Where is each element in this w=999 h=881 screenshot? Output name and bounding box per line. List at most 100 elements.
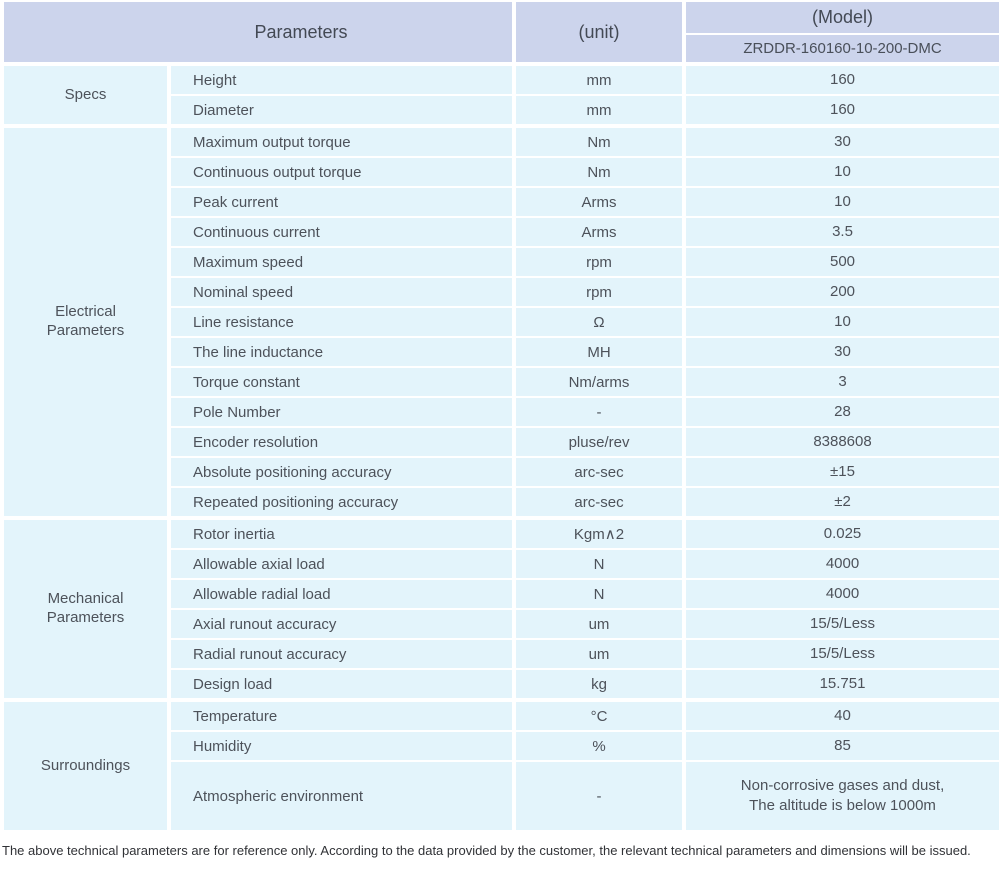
param-cell: The line inductance — [166, 336, 517, 368]
table-row: Mechanical Parameters Rotor inertia Kgm∧2 0… — [0, 516, 999, 701]
param-cell: Maximum speed — [166, 246, 517, 278]
footer-note: The above technical parameters are for r… — [2, 843, 971, 858]
unit-cell: Nm — [512, 156, 687, 188]
value-cell: ±2 — [682, 486, 999, 519]
unit-cell: pluse/rev — [512, 426, 687, 458]
table-row: Surroundings Temperature °C 40 — [0, 698, 999, 832]
param-cell: Height — [166, 62, 517, 96]
section-label: Electrical Parameters — [0, 124, 171, 519]
unit-cell: mm — [512, 62, 687, 96]
header-model-code: ZRDDR-160160-10-200-DMC — [682, 33, 999, 65]
value-cell: 30 — [682, 124, 999, 158]
unit-cell: Nm — [512, 124, 687, 158]
param-cell: Radial runout accuracy — [166, 638, 517, 670]
table-row: Design load kg 15.751 — [2, 668, 999, 701]
unit-cell: MH — [512, 336, 687, 368]
table-row: Line resistance Ω 10 — [2, 306, 999, 338]
param-cell: Design load — [166, 668, 517, 701]
param-cell: Line resistance — [166, 306, 517, 338]
section-label: Mechanical Parameters — [0, 516, 171, 701]
table-row: Absolute positioning accuracy arc-sec ±15 — [2, 456, 999, 488]
table-row: Humidity% 85 — [2, 730, 999, 762]
value-cell: 30 — [682, 336, 999, 368]
table-row: Atmospheric environment - Non-corrosive ga… — [2, 760, 999, 832]
table-row: Axial runout accuracy um 15/5/Less — [2, 608, 999, 640]
value-cell: 28 — [682, 396, 999, 428]
section-label: Surroundings — [0, 698, 171, 832]
table-row: Allowable radial load N 4000 — [2, 578, 999, 610]
table-row: Continuous current Arms 3.5 — [2, 216, 999, 248]
table-row: Maximum speed rpm 500 — [2, 246, 999, 278]
param-cell: Nominal speed — [166, 276, 517, 308]
value-cell: 15.751 — [682, 668, 999, 701]
param-cell: Atmospheric environment — [166, 760, 517, 832]
unit-cell: Ω — [512, 306, 687, 338]
value-cell: 15/5/Less — [682, 638, 999, 670]
param-cell: Humidity — [166, 730, 517, 762]
value-cell: 4000 — [682, 548, 999, 580]
value-cell: 160 — [682, 94, 999, 127]
unit-cell: Arms — [512, 186, 687, 218]
unit-cell: mm — [512, 94, 687, 127]
param-cell: Diameter — [166, 94, 517, 127]
value-cell: 40 — [682, 698, 999, 732]
value-cell: 85 — [682, 730, 999, 762]
spec-table: Parameters (unit) (Model) ZRDDR-160160-1… — [0, 0, 999, 832]
table-row: Continuous output torque Nm 10 — [2, 156, 999, 188]
param-cell: Torque constant — [166, 366, 517, 398]
section-label: Specs — [0, 62, 171, 127]
value-cell: 15/5/Less — [682, 608, 999, 640]
value-cell: 3 — [682, 366, 999, 398]
param-cell: Axial runout accuracy — [166, 608, 517, 640]
param-cell: Pole Number — [166, 396, 517, 428]
unit-cell: kg — [512, 668, 687, 701]
param-cell: Temperature — [166, 698, 517, 732]
unit-cell: Arms — [512, 216, 687, 248]
header-model: (Model) — [682, 0, 999, 35]
value-cell: 10 — [682, 306, 999, 338]
param-cell: Maximum output torque — [166, 124, 517, 158]
table-row: Electrical Parameters Maximum output torq… — [0, 124, 999, 519]
value-cell: ±15 — [682, 456, 999, 488]
param-cell: Encoder resolution — [166, 426, 517, 458]
unit-cell: arc-sec — [512, 486, 687, 519]
unit-cell: - — [512, 396, 687, 428]
param-cell: Allowable axial load — [166, 548, 517, 580]
unit-cell: N — [512, 548, 687, 580]
unit-cell: Nm/arms — [512, 366, 687, 398]
unit-cell: Kgm∧2 — [512, 516, 687, 550]
value-cell: 8388608 — [682, 426, 999, 458]
unit-cell: um — [512, 608, 687, 640]
table-row: Pole Number -28 — [2, 396, 999, 428]
table-row: Encoder resolution pluse/rev 8388608 — [2, 426, 999, 458]
value-cell: 3.5 — [682, 216, 999, 248]
param-cell: Repeated positioning accuracy — [166, 486, 517, 519]
table-row: Radial runout accuracy um 15/5/Less — [2, 638, 999, 670]
table-body: Specs Height mm 160 Diameter mm 160 Electrical … — [0, 62, 999, 832]
table-row: The line inductance MH 30 — [2, 336, 999, 368]
value-cell: 500 — [682, 246, 999, 278]
param-cell: Allowable radial load — [166, 578, 517, 610]
param-cell: Continuous current — [166, 216, 517, 248]
table-row: Diameter mm 160 — [2, 94, 999, 127]
table-row: Allowable axial load N 4000 — [2, 548, 999, 580]
value-cell: 0.025 — [682, 516, 999, 550]
table-row: Specs Height mm 160 — [0, 62, 999, 127]
table-row: Peak current Arms 10 — [2, 186, 999, 218]
table-header: Parameters (unit) (Model) ZRDDR-160160-1… — [0, 0, 999, 65]
param-cell: Continuous output torque — [166, 156, 517, 188]
table-row: Repeated positioning accuracy arc-sec ±2 — [2, 486, 999, 519]
value-cell: 200 — [682, 276, 999, 308]
table-row: Nominal speed rpm 200 — [2, 276, 999, 308]
param-cell: Peak current — [166, 186, 517, 218]
value-cell: 10 — [682, 186, 999, 218]
value-cell: 10 — [682, 156, 999, 188]
unit-cell: arc-sec — [512, 456, 687, 488]
unit-cell: N — [512, 578, 687, 610]
value-cell: Non-corrosive gases and dust, The altitu… — [682, 760, 999, 832]
value-cell: 4000 — [682, 578, 999, 610]
unit-cell: um — [512, 638, 687, 670]
value-cell: 160 — [682, 62, 999, 96]
unit-cell: rpm — [512, 246, 687, 278]
